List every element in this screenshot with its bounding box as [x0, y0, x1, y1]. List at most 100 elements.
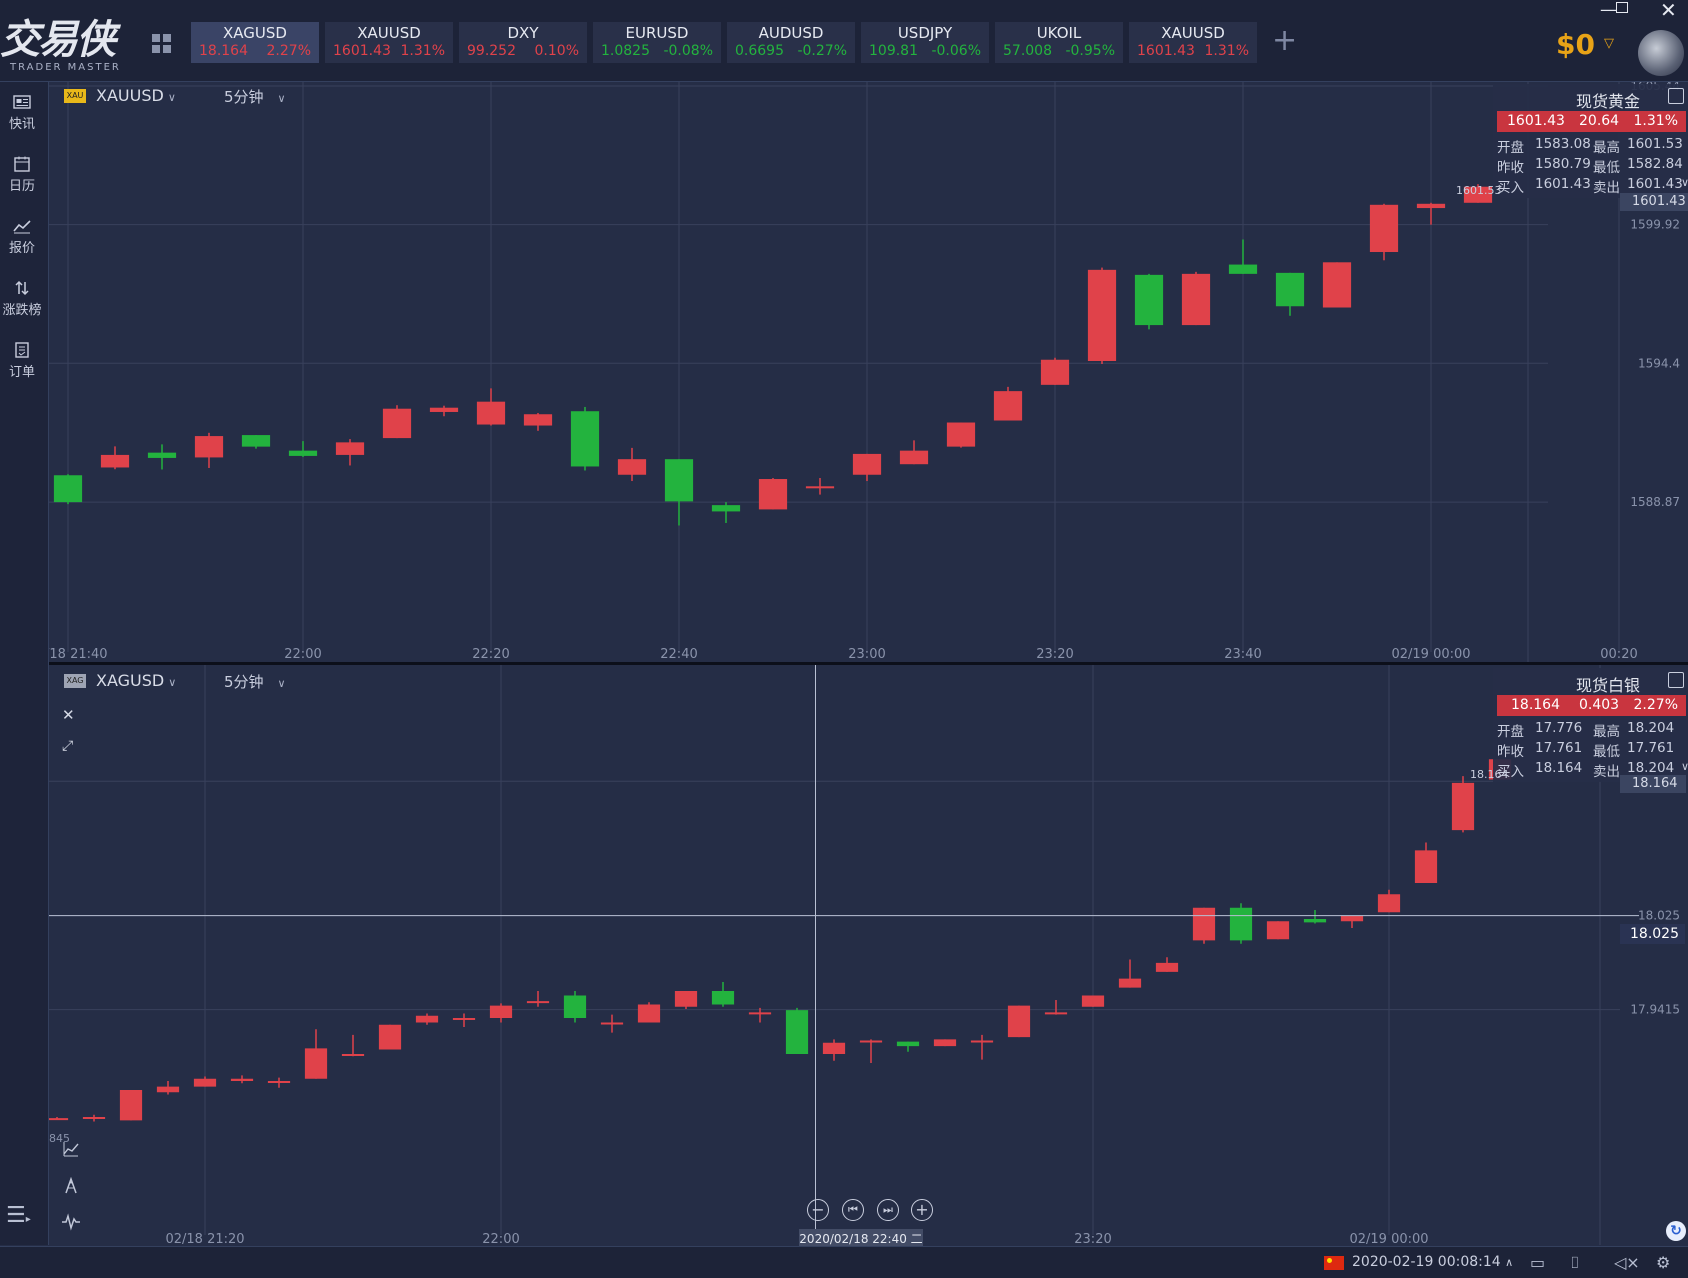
sidebar-item-quotes[interactable]: 报价 [0, 218, 44, 256]
candle[interactable] [1228, 239, 1258, 274]
candle[interactable] [1229, 903, 1253, 944]
candle[interactable] [1007, 1005, 1031, 1038]
mute-icon[interactable]: ◁× [1614, 1253, 1640, 1272]
candle[interactable] [288, 441, 318, 457]
candle[interactable] [970, 1034, 994, 1060]
expand-pane-icon[interactable]: ⤢ [62, 738, 74, 754]
candle[interactable] [1414, 842, 1438, 884]
candle[interactable] [429, 405, 459, 417]
candle[interactable] [805, 478, 835, 495]
panel-settings-icon[interactable] [1668, 672, 1684, 688]
candle[interactable] [748, 1007, 772, 1023]
indicator-chart-icon[interactable] [62, 1140, 82, 1160]
candle[interactable] [1118, 959, 1142, 988]
ticker-tab-eurusd[interactable]: EURUSD 1.0825 -0.08% [593, 22, 721, 63]
candle[interactable] [637, 1002, 661, 1023]
candle[interactable] [711, 982, 735, 1007]
candle[interactable] [993, 386, 1023, 421]
candle[interactable] [1134, 273, 1164, 330]
candle[interactable] [896, 1041, 920, 1052]
candle[interactable] [378, 1024, 402, 1050]
candle[interactable] [523, 412, 553, 431]
candle[interactable] [382, 405, 412, 439]
expand-chevron-icon[interactable]: ∨ [1681, 176, 1688, 189]
candle[interactable] [267, 1077, 291, 1088]
candle[interactable] [1155, 957, 1179, 972]
candle[interactable] [664, 459, 694, 526]
candle[interactable] [1081, 995, 1105, 1007]
candle[interactable] [489, 1003, 513, 1023]
candle[interactable] [1044, 1000, 1068, 1015]
ticker-tab-dxy[interactable]: DXY 99.252 0.10% [459, 22, 587, 63]
candle[interactable] [1322, 262, 1352, 308]
waveform-icon[interactable] [62, 1213, 82, 1233]
minimize-icon[interactable]: — [1600, 0, 1617, 20]
candle[interactable] [1340, 915, 1364, 928]
ticker-tab-ukoil[interactable]: UKOIL 57.008 -0.95% [995, 22, 1123, 63]
zoom-out-button[interactable]: − [807, 1199, 829, 1221]
close-pane-icon[interactable]: ✕ [62, 706, 75, 724]
candle[interactable] [785, 1007, 809, 1054]
candle[interactable] [946, 422, 976, 448]
candle[interactable] [1416, 202, 1446, 225]
candle[interactable] [415, 1013, 439, 1025]
chart-pane-xagusd[interactable]: 02/18 21:20 22:00 23:20 02/19 00:00 17.9415 1… [49, 665, 1688, 1245]
candle[interactable] [193, 1076, 217, 1087]
sidebar-item-ranking[interactable]: 涨跌榜 [0, 280, 44, 318]
candle[interactable] [147, 444, 177, 470]
candle[interactable] [526, 991, 550, 1007]
candle[interactable] [49, 1117, 69, 1121]
candle[interactable] [563, 991, 587, 1023]
candle[interactable] [570, 406, 600, 471]
candle[interactable] [1463, 184, 1493, 203]
add-tab-plus-icon[interactable]: + [1272, 23, 1298, 58]
gear-icon[interactable]: ⚙ [1656, 1253, 1671, 1272]
candle[interactable] [1087, 267, 1117, 365]
candle[interactable] [852, 453, 882, 482]
sidebar-item-calendar[interactable]: 日历 [0, 156, 44, 194]
candle[interactable] [674, 991, 698, 1009]
candle[interactable] [194, 432, 224, 468]
period-selector[interactable]: 5分钟 ∨ [224, 86, 286, 107]
chart-pane-xauusd[interactable]: 02/18 21:40 22:00 22:20 22:40 23:00 23:20 23:4… [49, 82, 1688, 662]
hamburger-menu-icon[interactable]: ☰▸ [6, 1203, 31, 1228]
candlestick-chart-xagusd[interactable]: 02/18 21:20 22:00 23:20 02/19 00:00 17.9415 1… [49, 665, 1688, 1245]
candle[interactable] [304, 1029, 328, 1079]
symbol-selector[interactable]: XAUUSD ∨ [96, 86, 176, 105]
panel-settings-icon[interactable] [1668, 88, 1684, 104]
symbol-selector[interactable]: XAGUSD ∨ [96, 671, 176, 690]
camera-icon[interactable]: ⌷ [1570, 1253, 1580, 1272]
candle[interactable] [1303, 910, 1327, 924]
sidebar-item-news[interactable]: 快讯 [0, 94, 44, 132]
period-selector[interactable]: 5分钟 ∨ [224, 671, 286, 692]
candle[interactable] [82, 1114, 106, 1122]
ticker-tab-usdjpy[interactable]: USDJPY 109.81 -0.06% [861, 22, 989, 63]
server-clock[interactable]: 2020-02-19 00:08:14 ∧ [1352, 1254, 1513, 1270]
ticker-tab-xauusd[interactable]: XAUUSD 1601.43 1.31% [325, 22, 453, 63]
candle[interactable] [452, 1013, 476, 1028]
candle[interactable] [230, 1075, 254, 1084]
zoom-in-button[interactable]: + [911, 1199, 933, 1221]
candle[interactable] [859, 1039, 883, 1063]
close-window-icon[interactable]: ✕ [1660, 0, 1677, 22]
candle[interactable] [119, 1090, 143, 1121]
expand-chevron-icon[interactable]: ∨ [1681, 760, 1688, 773]
candle[interactable] [53, 474, 83, 505]
candle[interactable] [1181, 271, 1211, 326]
maximize-icon[interactable] [1616, 2, 1628, 13]
scroll-to-end-button[interactable]: ⏭ [877, 1199, 899, 1221]
avatar[interactable] [1638, 30, 1684, 76]
candle[interactable] [476, 388, 506, 426]
candle[interactable] [822, 1039, 846, 1061]
refresh-icon[interactable]: ↻ [1666, 1221, 1686, 1241]
candle[interactable] [1275, 272, 1305, 316]
apps-grid-icon[interactable] [152, 34, 172, 54]
balance-chevron-down-icon[interactable]: ▽ [1604, 36, 1614, 51]
candle[interactable] [600, 1014, 624, 1033]
candle[interactable] [617, 447, 647, 482]
candle[interactable] [1192, 907, 1216, 944]
candle[interactable] [933, 1039, 957, 1047]
candle[interactable] [1369, 203, 1399, 261]
candle[interactable] [1451, 776, 1475, 833]
ticker-tab-audusd[interactable]: AUDUSD 0.6695 -0.27% [727, 22, 855, 63]
